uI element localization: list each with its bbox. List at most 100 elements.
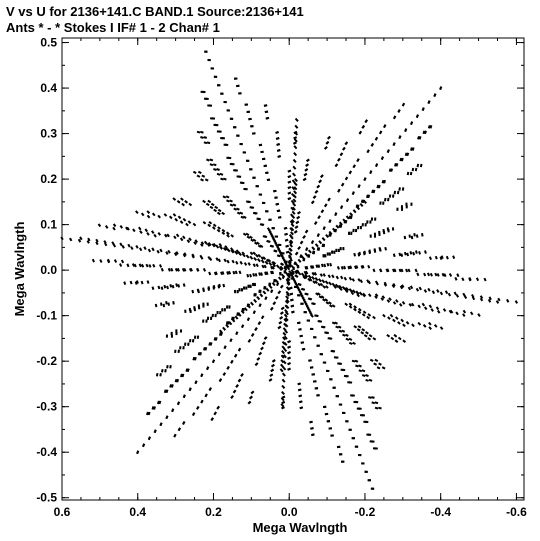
- uv-point: [455, 294, 460, 298]
- uv-point: [418, 251, 421, 255]
- uv-point: [325, 331, 330, 335]
- uv-point: [393, 115, 397, 120]
- uv-point: [358, 364, 362, 368]
- uv-point: [243, 307, 248, 312]
- uv-point: [275, 264, 280, 269]
- uv-point: [292, 202, 297, 207]
- uv-point: [273, 189, 277, 193]
- uv-point: [169, 384, 173, 388]
- uv-point: [254, 241, 258, 246]
- uv-point: [208, 387, 212, 391]
- uv-point: [416, 163, 420, 168]
- uv-point: [242, 232, 247, 237]
- uv-point: [260, 150, 264, 154]
- uv-point: [181, 202, 185, 207]
- uv-point: [366, 194, 369, 199]
- uv-point: [367, 293, 372, 298]
- uv-point: [412, 251, 416, 256]
- uv-point: [292, 198, 297, 203]
- uv-point: [444, 290, 449, 295]
- uv-point: [314, 243, 319, 248]
- uv-point: [216, 172, 221, 176]
- uv-point: [160, 302, 163, 306]
- uv-point: [358, 291, 363, 296]
- uv-point: [363, 199, 367, 204]
- uv-point: [238, 270, 242, 275]
- uv-point: [278, 267, 283, 271]
- uv-point: [429, 125, 433, 129]
- uv-point: [307, 254, 310, 258]
- uv-point: [398, 135, 402, 139]
- uv-point: [294, 124, 299, 129]
- uv-point: [371, 189, 374, 194]
- uv-point: [366, 315, 370, 320]
- uv-point: [403, 235, 407, 240]
- uv-point: [338, 224, 342, 228]
- uv-point: [311, 433, 315, 437]
- uv-point: [249, 395, 253, 400]
- uv-point: [392, 282, 396, 287]
- uv-point: [192, 170, 197, 174]
- uv-point: [322, 285, 327, 289]
- uv-point: [323, 263, 327, 268]
- uv-point: [255, 263, 259, 268]
- uv-point: [401, 102, 406, 107]
- uv-point: [422, 324, 427, 328]
- uv-point: [170, 384, 174, 388]
- uv-point: [245, 200, 250, 204]
- uv-point: [287, 345, 291, 349]
- uv-point: [191, 338, 195, 343]
- uv-point: [320, 295, 325, 299]
- uv-point: [212, 226, 216, 230]
- uv-point: [249, 255, 254, 260]
- uv-point: [218, 378, 223, 383]
- uv-point: [146, 210, 151, 214]
- uv-point: [297, 283, 302, 286]
- uv-point: [325, 285, 329, 289]
- uv-point: [166, 365, 169, 369]
- uv-point: [212, 286, 215, 290]
- uv-point: [263, 104, 268, 107]
- uv-point: [362, 310, 367, 315]
- uv-point: [202, 220, 207, 225]
- uv-point: [147, 411, 151, 416]
- uv-point: [296, 215, 301, 220]
- uv-point: [452, 255, 456, 260]
- uv-point: [338, 221, 343, 226]
- uv-point: [194, 356, 197, 361]
- uv-point: [247, 338, 252, 343]
- uv-point: [95, 238, 99, 243]
- uv-point: [284, 309, 289, 314]
- uv-point: [402, 339, 407, 343]
- uv-point: [353, 325, 358, 329]
- uv-point: [224, 245, 228, 249]
- uv-point: [91, 258, 96, 263]
- y-tick-label: -0.1: [36, 309, 57, 323]
- uv-point: [218, 283, 221, 288]
- uv-point: [396, 190, 400, 195]
- uv-point: [183, 252, 187, 257]
- uv-point: [165, 301, 168, 305]
- uv-point: [217, 258, 221, 263]
- uv-point: [318, 179, 322, 184]
- uv-point: [356, 293, 360, 298]
- uv-point: [308, 297, 313, 301]
- uv-point: [352, 164, 356, 169]
- uv-point: [230, 249, 235, 254]
- uv-point: [283, 318, 288, 323]
- uv-point: [414, 268, 418, 273]
- uv-point: [360, 199, 364, 204]
- uv-point: [161, 369, 164, 373]
- uv-point: [205, 202, 210, 207]
- uv-point: [277, 216, 282, 219]
- uv-point: [171, 408, 175, 413]
- uv-point: [135, 210, 139, 215]
- uv-point: [338, 284, 343, 289]
- uv-point: [419, 163, 423, 168]
- uv-point: [202, 268, 207, 272]
- uv-point: [336, 266, 340, 270]
- uv-point: [374, 401, 379, 405]
- uv-point: [283, 226, 288, 230]
- uv-point: [277, 325, 282, 330]
- uv-point: [203, 240, 208, 245]
